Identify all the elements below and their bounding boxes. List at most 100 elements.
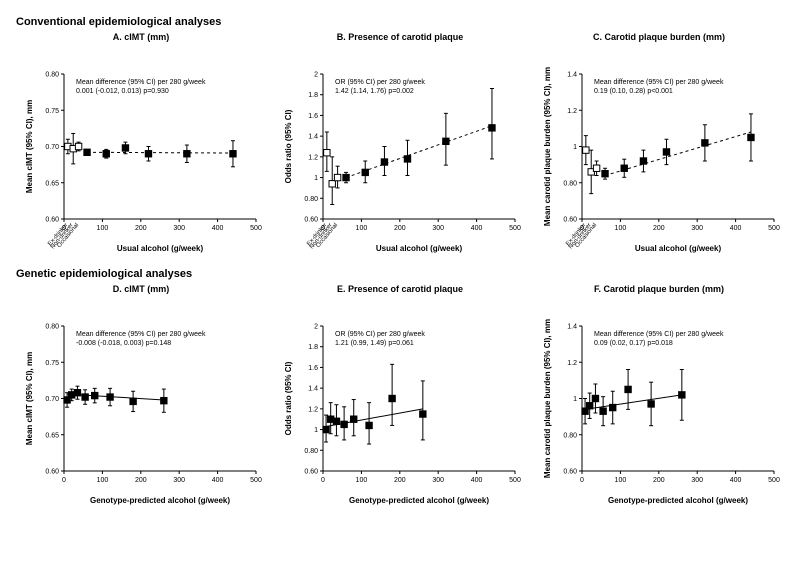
svg-text:1: 1 [314,175,318,182]
svg-text:1.4: 1.4 [567,324,577,331]
svg-text:1.8: 1.8 [308,344,318,351]
section-title-top: Conventional epidemiological analyses [16,16,784,28]
row-top: A. cIMT (mm) 0.600.650.700.750.800100200… [16,30,784,264]
panel-f-title: F. Carotid plaque burden (mm) [594,284,724,294]
svg-text:500: 500 [250,225,262,232]
svg-text:0.65: 0.65 [45,432,59,439]
svg-text:Genotype-predicted alcohol (g/: Genotype-predicted alcohol (g/week) [90,496,230,505]
panel-e-title: E. Presence of carotid plaque [337,284,463,294]
panel-c: C. Carotid plaque burden (mm) 0.600.8011… [534,30,784,264]
svg-text:Usual alcohol (g/week): Usual alcohol (g/week) [117,244,204,253]
svg-text:2: 2 [314,324,318,331]
panel-e-svg: 0.600.8011.21.41.61.820100200300400500Od… [275,296,525,516]
svg-text:Mean difference (95% CI) per 2: Mean difference (95% CI) per 280 g/week [76,79,206,86]
svg-text:0.19 (0.10, 0.28) p<0.001: 0.19 (0.10, 0.28) p<0.001 [594,88,673,95]
svg-text:200: 200 [653,477,665,484]
row-bottom: D. cIMT (mm) 0.600.650.700.750.800100200… [16,282,784,516]
svg-text:200: 200 [135,225,147,232]
svg-text:0.80: 0.80 [45,72,59,79]
panel-b: B. Presence of carotid plaque 0.60 0.80 1 1… [275,30,525,264]
svg-text:0.60: 0.60 [563,217,577,224]
svg-text:500: 500 [768,225,780,232]
svg-text:0.60: 0.60 [45,469,59,476]
panel-b-svg: 0.600.8011.21.41.61.820100200300400500Ex… [275,44,525,264]
svg-text:1.2: 1.2 [308,154,318,161]
svg-text:0: 0 [321,477,325,484]
svg-text:0.80: 0.80 [304,196,318,203]
svg-text:500: 500 [768,477,780,484]
panel-c-svg: 0.600.8011.21.40100200300400500Ex-drinke… [534,44,784,264]
svg-text:Genotype-predicted alcohol (g/: Genotype-predicted alcohol (g/week) [608,496,748,505]
svg-text:Mean cIMT (95% CI), mm: Mean cIMT (95% CI), mm [25,352,34,445]
svg-text:100: 100 [97,477,109,484]
svg-text:400: 400 [212,225,224,232]
svg-text:0.65: 0.65 [45,180,59,187]
svg-text:0.80: 0.80 [45,324,59,331]
svg-text:0.80: 0.80 [304,448,318,455]
svg-text:400: 400 [212,477,224,484]
svg-text:0.80: 0.80 [563,432,577,439]
svg-text:0.60: 0.60 [45,217,59,224]
svg-text:0.75: 0.75 [45,108,59,115]
svg-text:0.09 (0.02, 0.17) p=0.018: 0.09 (0.02, 0.17) p=0.018 [594,340,673,347]
svg-text:1.4: 1.4 [308,134,318,141]
svg-text:Usual alcohol (g/week): Usual alcohol (g/week) [376,244,463,253]
svg-text:Usual alcohol (g/week): Usual alcohol (g/week) [635,244,722,253]
svg-text:1.6: 1.6 [308,113,318,120]
svg-text:Mean carotid plaque burden (95: Mean carotid plaque burden (95% CI), mm [543,319,552,478]
svg-text:1.21 (0.99, 1.49) p=0.061: 1.21 (0.99, 1.49) p=0.061 [335,340,414,347]
panel-d: D. cIMT (mm) 0.600.650.700.750.800100200… [16,282,266,516]
svg-text:100: 100 [97,225,109,232]
svg-text:300: 300 [173,477,185,484]
svg-text:1: 1 [314,427,318,434]
svg-text:100: 100 [356,225,368,232]
svg-text:1.2: 1.2 [567,360,577,367]
svg-text:500: 500 [509,477,521,484]
svg-text:400: 400 [471,225,483,232]
svg-text:500: 500 [250,477,262,484]
svg-text:0.75: 0.75 [45,360,59,367]
panel-d-svg: 0.600.650.700.750.800100200300400500Mean… [16,296,266,516]
svg-text:100: 100 [356,477,368,484]
svg-text:1.6: 1.6 [308,365,318,372]
svg-text:100: 100 [615,225,627,232]
svg-text:Odds ratio (95% CI): Odds ratio (95% CI) [284,109,293,183]
panel-f-svg: 0.60 0.80 1 1.2 1.4 0 100 200 300 400 500 Mean caro… [534,296,784,516]
svg-text:300: 300 [173,225,185,232]
svg-text:1.2: 1.2 [567,108,577,115]
svg-text:Mean carotid plaque burden (95: Mean carotid plaque burden (95% CI), mm [543,67,552,226]
svg-text:0: 0 [580,477,584,484]
svg-text:400: 400 [730,477,742,484]
svg-text:-0.008 (-0.018, 0.003) p=0.14: -0.008 (-0.018, 0.003) p=0.148 [76,340,171,347]
svg-text:0.60: 0.60 [304,217,318,224]
svg-text:200: 200 [135,477,147,484]
svg-text:Mean difference (95% CI) per 2: Mean difference (95% CI) per 280 g/week [76,331,206,338]
svg-text:300: 300 [691,225,703,232]
svg-text:300: 300 [432,225,444,232]
svg-text:Mean difference (95% CI) per 2: Mean difference (95% CI) per 280 g/week [594,331,724,338]
svg-text:1: 1 [573,396,577,403]
panel-c-title: C. Carotid plaque burden (mm) [593,32,725,42]
svg-text:0.001 (-0.012, 0.013) p=0.930: 0.001 (-0.012, 0.013) p=0.930 [76,88,169,95]
svg-text:400: 400 [730,225,742,232]
svg-text:0.60: 0.60 [304,469,318,476]
svg-text:Mean difference (95% CI) per 2: Mean difference (95% CI) per 280 g/week [594,79,724,86]
svg-text:100: 100 [615,477,627,484]
svg-text:1.4: 1.4 [567,72,577,79]
panel-a-svg: 0.600.650.700.750.800100200300400500Ex-d… [16,44,266,264]
svg-text:Odds ratio (95% CI): Odds ratio (95% CI) [284,361,293,435]
svg-text:0.80: 0.80 [563,180,577,187]
svg-text:OR (95% CI) per 280 g/week: OR (95% CI) per 280 g/week [335,79,425,86]
svg-text:200: 200 [394,477,406,484]
svg-text:500: 500 [509,225,521,232]
svg-text:2: 2 [314,72,318,79]
svg-text:Mean cIMT (95% CI), mm: Mean cIMT (95% CI), mm [25,100,34,193]
svg-text:0.60: 0.60 [563,469,577,476]
svg-text:400: 400 [471,477,483,484]
svg-text:300: 300 [691,477,703,484]
svg-text:0.70: 0.70 [45,144,59,151]
panel-a-title: A. cIMT (mm) [113,32,170,42]
panel-b-title: B. Presence of carotid plaque [337,32,464,42]
svg-text:300: 300 [432,477,444,484]
svg-text:200: 200 [653,225,665,232]
